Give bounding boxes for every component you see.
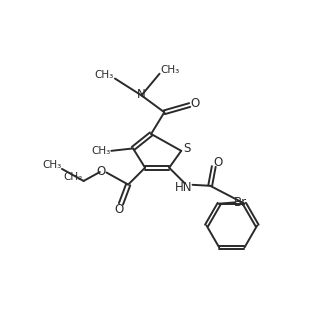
- Text: O: O: [190, 97, 200, 110]
- Text: CH₃: CH₃: [91, 146, 110, 156]
- Text: CH₂: CH₂: [64, 172, 83, 182]
- Text: CH₃: CH₃: [161, 65, 180, 75]
- Text: CH₃: CH₃: [42, 160, 61, 170]
- Text: N: N: [137, 88, 146, 101]
- Text: Br: Br: [234, 196, 247, 209]
- Text: O: O: [214, 156, 223, 169]
- Text: O: O: [97, 165, 106, 178]
- Text: O: O: [114, 203, 123, 216]
- Text: CH₃: CH₃: [94, 70, 114, 80]
- Text: HN: HN: [175, 181, 192, 194]
- Text: S: S: [184, 142, 191, 155]
